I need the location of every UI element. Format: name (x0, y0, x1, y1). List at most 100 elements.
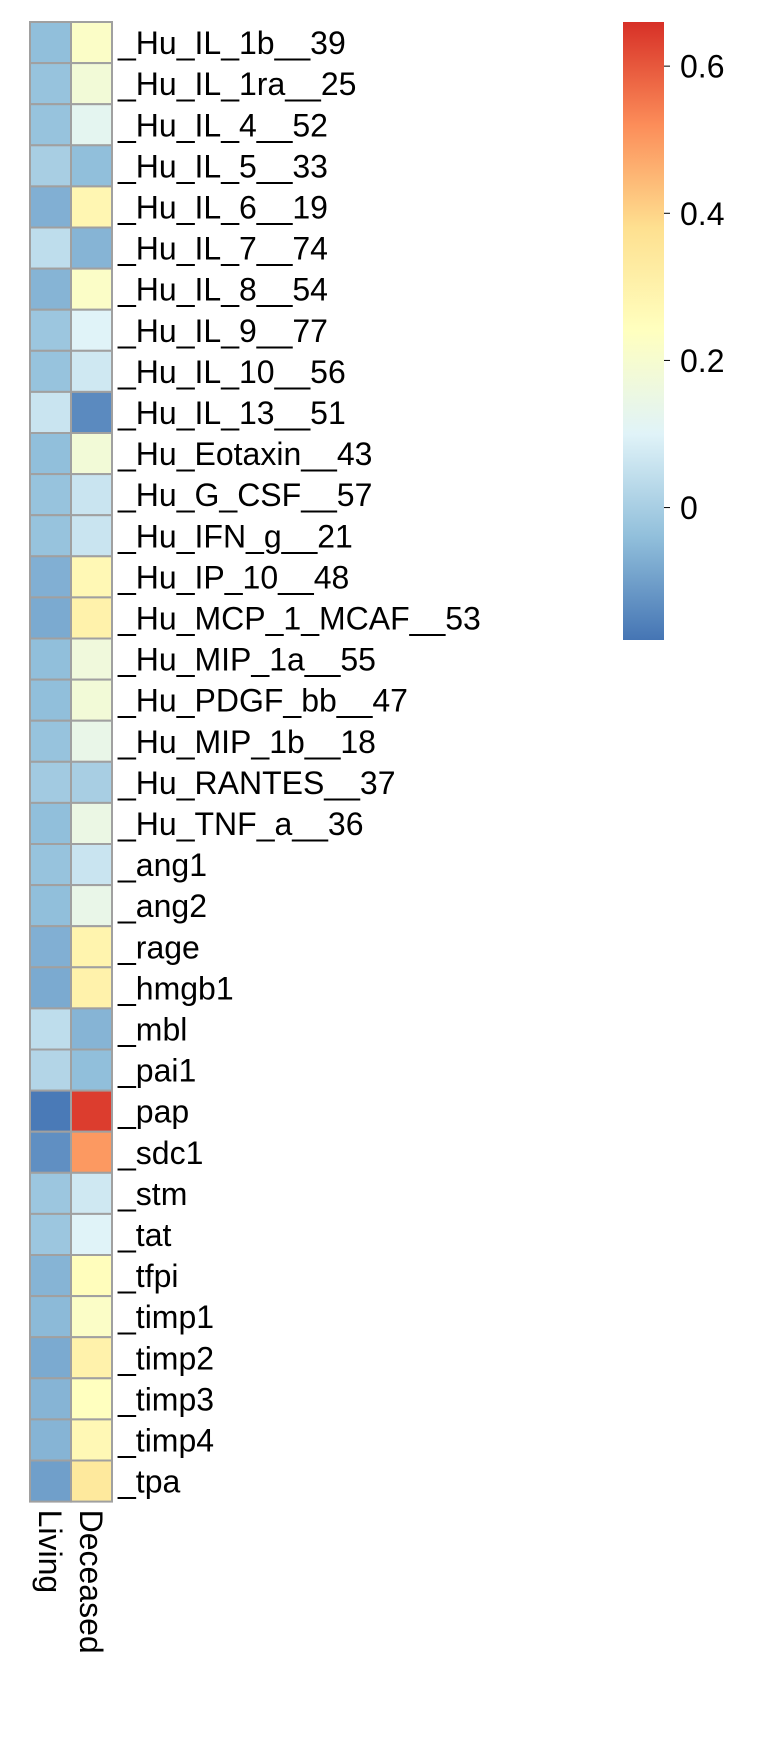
legend-tick-label: 0.6 (680, 49, 724, 85)
heatmap-cell (29, 678, 72, 722)
heatmap-cell (70, 1171, 113, 1215)
heatmap-cell (29, 432, 72, 476)
row-label: _rage (117, 929, 200, 965)
heatmap-cell (29, 308, 72, 352)
heatmap-cell (29, 144, 72, 188)
heatmap-cell (70, 1295, 113, 1339)
heatmap-cell (29, 1295, 72, 1339)
heatmap-cell (70, 349, 113, 393)
heatmap-cell (70, 760, 113, 804)
heatmap-cell (70, 719, 113, 763)
heatmap-cell (29, 760, 72, 804)
heatmap-cell (70, 226, 113, 270)
row-label: _tat (117, 1217, 171, 1253)
heatmap-cell (29, 719, 72, 763)
heatmap-cell (29, 637, 72, 681)
heatmap-cell (29, 596, 72, 640)
heatmap-cell (29, 349, 72, 393)
heatmap-cell (29, 1171, 72, 1215)
row-label: _Hu_IL_4__52 (117, 107, 328, 143)
heatmap-cell (70, 966, 113, 1010)
heatmap-cell (70, 884, 113, 928)
heatmap-cell (29, 1130, 72, 1174)
color-legend: 0 0.2 0.4 0.6 (623, 22, 724, 640)
heatmap-cell (29, 1418, 72, 1462)
heatmap-cell (70, 1007, 113, 1051)
row-label: _Hu_G_CSF__57 (117, 477, 372, 513)
heatmap-cell (70, 1089, 113, 1133)
heatmap-cell (70, 1377, 113, 1421)
heatmap-cell (29, 103, 72, 147)
heatmap-cell (70, 21, 113, 65)
row-label: _tfpi (117, 1258, 178, 1294)
row-label: _ang1 (117, 847, 207, 883)
heatmap-cells (29, 21, 113, 1503)
row-label: _pap (117, 1094, 189, 1130)
column-labels: Living Deceased (32, 1510, 109, 1654)
heatmap-cell (29, 226, 72, 270)
heatmap-cell (29, 1048, 72, 1092)
row-label: _ang2 (117, 888, 207, 924)
heatmap-cell (29, 267, 72, 311)
row-labels: _Hu_IL_1b__39 _Hu_IL_1ra__25 _Hu_IL_4__52 _… (117, 25, 481, 1500)
row-label: _Hu_IL_1b__39 (117, 25, 346, 61)
heatmap-cell (70, 308, 113, 352)
row-label: _mbl (117, 1011, 187, 1047)
row-label: _Hu_IL_8__54 (117, 272, 328, 308)
heatmap-cell (70, 843, 113, 887)
row-label: _pai1 (117, 1053, 196, 1089)
row-label: _Hu_IP_10__48 (117, 559, 349, 595)
row-label: _Hu_IL_6__19 (117, 189, 328, 225)
heatmap-cell (29, 884, 72, 928)
row-label: _Hu_IL_7__74 (117, 231, 328, 267)
heatmap-cell (70, 1254, 113, 1298)
row-label: _Hu_RANTES__37 (117, 765, 395, 801)
row-label: _sdc1 (117, 1135, 203, 1171)
heatmap-cell (29, 1336, 72, 1380)
row-label: _Hu_TNF_a__36 (117, 806, 363, 842)
row-label: _tpa (117, 1464, 180, 1500)
row-label: _Hu_IL_9__77 (117, 313, 328, 349)
heatmap-cell (29, 966, 72, 1010)
heatmap-cell (70, 1418, 113, 1462)
heatmap-cell (70, 637, 113, 681)
heatmap-cell (29, 1459, 72, 1503)
legend-tick-label: 0 (680, 490, 698, 526)
heatmap-cell (70, 390, 113, 434)
heatmap-cell (29, 843, 72, 887)
heatmap-cell (70, 1459, 113, 1503)
heatmap-cell (70, 432, 113, 476)
row-label: _timp1 (117, 1299, 214, 1335)
row-label: _stm (117, 1176, 187, 1212)
row-label: _Hu_IL_1ra__25 (117, 66, 356, 102)
row-label: _hmgb1 (117, 970, 234, 1006)
heatmap-cell (70, 103, 113, 147)
heatmap-cell (29, 185, 72, 229)
row-label: _Hu_MIP_1a__55 (117, 642, 376, 678)
row-label: _Hu_PDGF_bb__47 (117, 683, 408, 719)
row-label: _timp4 (117, 1422, 214, 1458)
column-label: Living (32, 1510, 68, 1594)
heatmap-cell (70, 925, 113, 969)
row-label: _Hu_IFN_g__21 (117, 518, 353, 554)
heatmap-cell (29, 1212, 72, 1257)
row-label: _Hu_IL_5__33 (117, 148, 328, 184)
heatmap-cell (70, 514, 113, 558)
row-label: _Hu_MIP_1b__18 (117, 724, 376, 760)
heatmap-cell (70, 473, 113, 517)
column-label: Deceased (73, 1510, 109, 1654)
heatmap-cell (70, 1336, 113, 1380)
row-label: _timp3 (117, 1381, 214, 1417)
heatmap-cell (29, 1377, 72, 1421)
heatmap-cell (70, 185, 113, 229)
row-label: _Hu_IL_10__56 (117, 354, 346, 390)
heatmap-cell (29, 925, 72, 969)
heatmap-cell (29, 801, 72, 846)
heatmap-cell (29, 390, 72, 434)
heatmap-cell (70, 1212, 113, 1257)
heatmap-cell (29, 473, 72, 517)
legend-color-bar (623, 22, 664, 640)
row-label: _Hu_IL_13__51 (117, 395, 346, 431)
heatmap-cell (29, 1089, 72, 1133)
